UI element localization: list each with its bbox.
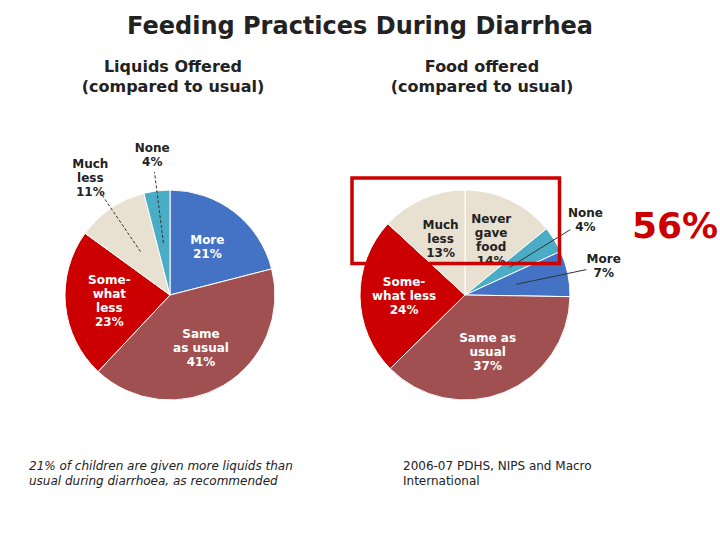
data-label-line: 21% <box>193 247 222 261</box>
data-label-line: Same as <box>459 331 516 345</box>
subtitle-line: (compared to usual) <box>82 77 265 96</box>
data-label-line: Never <box>471 212 511 226</box>
data-label-line: Some- <box>88 273 131 287</box>
data-label: Muchless11% <box>72 157 108 199</box>
data-label: None4% <box>568 206 603 234</box>
slice <box>390 295 570 400</box>
subtitle-line: (compared to usual) <box>391 77 574 96</box>
pie-labels: Nevergavefood14% None4% More7% Same asusual… <box>372 206 621 372</box>
title-line: Feeding Practices During Diarrhea <box>127 12 593 40</box>
data-label: Muchless13% <box>423 218 459 260</box>
source: 2006-07 PDHS, NIPS and MacroInternationa… <box>403 459 592 488</box>
data-label: More7% <box>587 252 621 280</box>
data-label: Some-whatless23% <box>88 273 131 329</box>
data-label-line: None <box>568 206 603 220</box>
data-label: Some-what less24% <box>372 275 436 317</box>
subtitle-line: Food offered <box>425 57 539 76</box>
data-label-line: 4% <box>575 220 595 234</box>
subtitle: Food offered(compared to usual) <box>391 57 574 96</box>
slice <box>465 251 570 296</box>
data-label: Nevergavefood14% <box>471 212 511 268</box>
leader-line <box>100 193 140 252</box>
data-label: None4% <box>135 141 170 169</box>
annotation-line: usual during diarrhoea, as recommended <box>29 474 278 488</box>
data-label-line: 14% <box>477 254 506 268</box>
highlight-label: 56% <box>632 205 718 246</box>
leader-line <box>154 172 163 243</box>
data-label-line: as usual <box>173 341 229 355</box>
annotation: 21% of children are given more liquids t… <box>29 459 293 488</box>
data-label-line: More <box>587 252 621 266</box>
data-label-line: usual <box>469 345 505 359</box>
pie-labels: More21%Sameas usual41%Some-whatless23%Mu… <box>72 141 229 369</box>
data-label-line: 24% <box>390 303 419 317</box>
source-line: 2006-07 PDHS, NIPS and Macro <box>403 459 592 473</box>
data-label-line: 23% <box>95 315 124 329</box>
data-label: Same asusual37% <box>459 331 516 373</box>
highlight-box <box>352 178 560 264</box>
data-label: More21% <box>190 233 224 261</box>
chart: Feeding Practices During Diarrhea Liquids… <box>0 0 720 540</box>
data-label-line: what <box>93 287 127 301</box>
data-label-line: More <box>190 233 224 247</box>
data-label-line: less <box>96 301 123 315</box>
data-label-line: Some- <box>383 275 426 289</box>
data-label-line: 41% <box>187 355 216 369</box>
data-label-line: 7% <box>594 266 614 280</box>
data-label-line: Same <box>182 327 219 341</box>
pie <box>360 190 570 400</box>
source-line: International <box>403 474 480 488</box>
data-label-line: 4% <box>142 155 162 169</box>
data-label-line: Much <box>72 157 108 171</box>
data-label-line: less <box>427 232 454 246</box>
background <box>0 0 720 540</box>
data-label-line: 13% <box>426 246 455 260</box>
pie <box>65 190 275 400</box>
data-label-line: Much <box>423 218 459 232</box>
data-label-line: less <box>77 171 104 185</box>
data-label: Sameas usual41% <box>173 327 229 369</box>
data-label-line: food <box>476 240 506 254</box>
data-label-line: 11% <box>76 185 105 199</box>
data-label-line: gave <box>475 226 508 240</box>
data-label-line: 37% <box>473 359 502 373</box>
title: Feeding Practices During Diarrhea <box>127 12 593 40</box>
leader-line <box>516 270 586 285</box>
data-label-line: what less <box>372 289 436 303</box>
slice <box>144 190 170 295</box>
subtitle-line: Liquids Offered <box>104 57 242 76</box>
annotation-line: 21% of children are given more liquids t… <box>29 459 293 473</box>
subtitle: Liquids Offered(compared to usual) <box>82 57 265 96</box>
data-label-line: None <box>135 141 170 155</box>
highlight-label-line: 56% <box>632 205 718 246</box>
